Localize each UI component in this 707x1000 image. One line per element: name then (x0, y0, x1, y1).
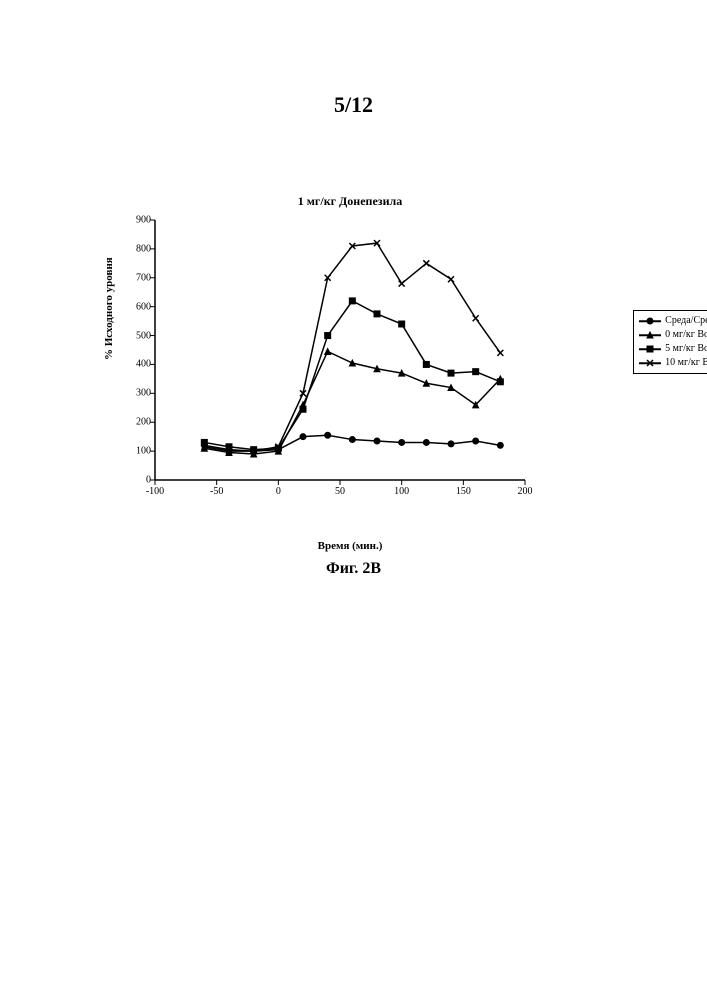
legend-marker-icon (639, 330, 661, 340)
y-tick-label: 100 (125, 446, 155, 457)
y-tick-label: 700 (125, 272, 155, 283)
legend-label: 10 мг/кг Вор (665, 356, 707, 370)
y-axis-label: % Исходного уровня (103, 257, 115, 360)
x-tick-label: 100 (387, 480, 417, 497)
y-tick-label: 800 (125, 243, 155, 254)
figure-caption: Фиг. 2B (0, 560, 707, 578)
y-tick-label: 200 (125, 417, 155, 428)
x-tick-label: 200 (510, 480, 540, 497)
legend-marker-icon (639, 316, 661, 326)
legend-label: Среда/Среда (665, 314, 707, 328)
x-tick-label: -50 (202, 480, 232, 497)
legend-item: 0 мг/кг Вор (639, 328, 707, 342)
legend-item: 5 мг/кг Вор (639, 342, 707, 356)
page-number: 5/12 (0, 92, 707, 118)
y-tick-label: 900 (125, 215, 155, 226)
chart-title: 1 мг/кг Донепезила (115, 194, 585, 209)
x-tick-label: 150 (448, 480, 478, 497)
legend: Среда/Среда0 мг/кг Вор5 мг/кг Вор10 мг/к… (633, 310, 707, 374)
x-tick-label: 50 (325, 480, 355, 497)
y-tick-label: 300 (125, 388, 155, 399)
y-tick-label: 400 (125, 359, 155, 370)
y-tick-label: 500 (125, 330, 155, 341)
x-axis-label: Время (мин.) (115, 540, 585, 552)
legend-item: Среда/Среда (639, 314, 707, 328)
legend-label: 0 мг/кг Вор (665, 328, 707, 342)
legend-marker-icon (639, 358, 661, 368)
x-tick-label: 0 (263, 480, 293, 497)
chart-svg (155, 220, 525, 480)
y-tick-label: 600 (125, 301, 155, 312)
legend-label: 5 мг/кг Вор (665, 342, 707, 356)
legend-item: 10 мг/кг Вор (639, 356, 707, 370)
legend-marker-icon (639, 344, 661, 354)
chart-container: 1 мг/кг Донепезила % Исходного уровня Вр… (115, 210, 645, 520)
plot-area: 0100200300400500600700800900 -100-500501… (155, 220, 525, 480)
x-tick-label: -100 (140, 480, 170, 497)
